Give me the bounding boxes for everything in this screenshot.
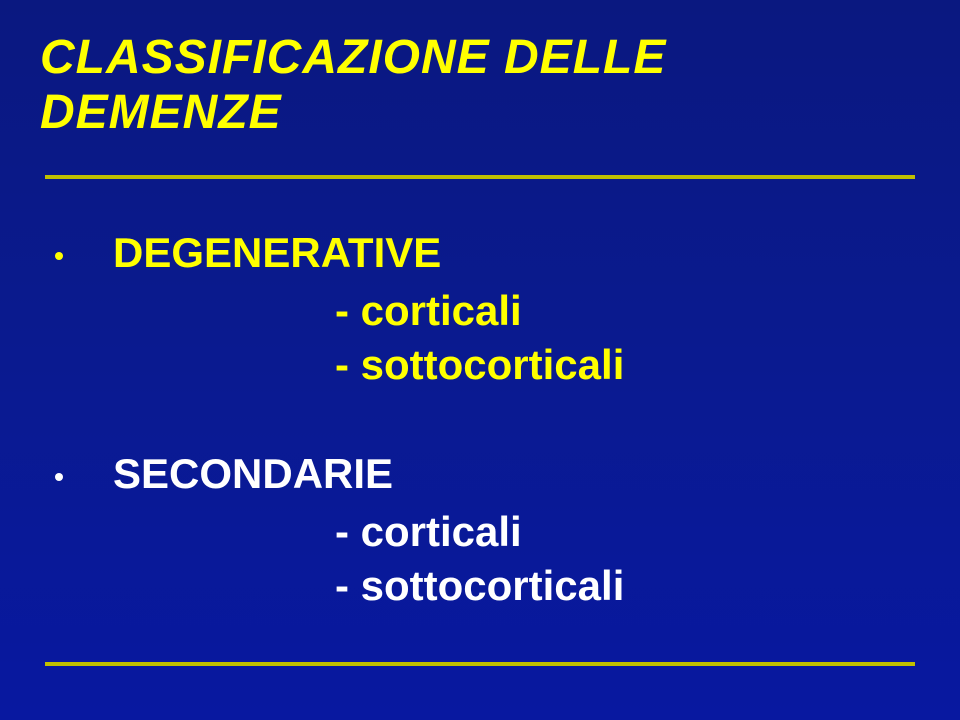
- heading-text: DEGENERATIVE: [113, 229, 441, 276]
- section-spacer: [55, 395, 920, 450]
- bullet-icon: [55, 473, 63, 481]
- sub-item-corticali-1: - corticali: [335, 287, 920, 335]
- bottom-divider: [45, 662, 915, 666]
- bullet-icon: [55, 252, 63, 260]
- sub-item-corticali-2: - corticali: [335, 508, 920, 556]
- section-heading-degenerative: DEGENERATIVE: [55, 229, 920, 277]
- sub-item-sottocorticali-1: - sottocorticali: [335, 341, 920, 389]
- title-divider: [45, 175, 915, 179]
- heading-text: SECONDARIE: [113, 450, 393, 497]
- slide-title: CLASSIFICAZIONE DELLE DEMENZE: [40, 30, 920, 140]
- section-heading-secondarie: SECONDARIE: [55, 450, 920, 498]
- slide-content: DEGENERATIVE - corticali - sottocortical…: [40, 229, 920, 610]
- slide-container: CLASSIFICAZIONE DELLE DEMENZE DEGENERATI…: [0, 0, 960, 720]
- sub-item-sottocorticali-2: - sottocorticali: [335, 562, 920, 610]
